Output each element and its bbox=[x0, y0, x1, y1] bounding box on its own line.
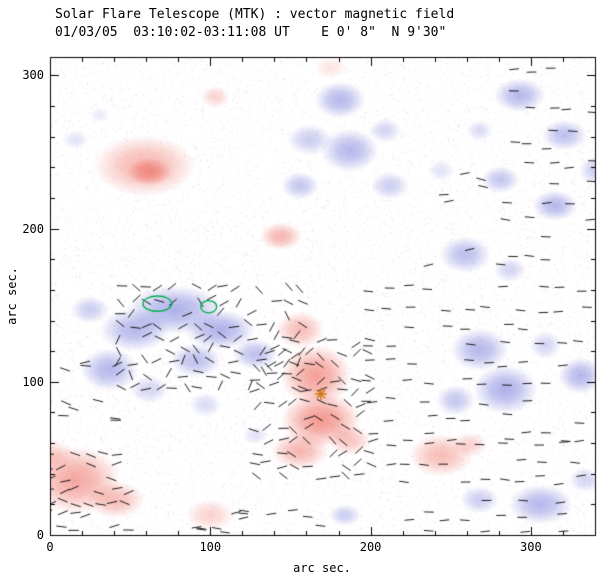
y-tick-label: 300 bbox=[22, 68, 44, 83]
y-axis-label: arc sec. bbox=[5, 267, 19, 325]
x-tick-label: 100 bbox=[199, 540, 222, 554]
y-tick-label: 200 bbox=[22, 221, 44, 236]
chart-title: Solar Flare Telescope (MTK) : vector mag… bbox=[55, 7, 455, 22]
x-axis-label: arc sec. bbox=[293, 561, 351, 575]
y-tick-label: 0 bbox=[36, 528, 44, 542]
x-tick-label: 300 bbox=[520, 540, 542, 554]
y-tick-label: 100 bbox=[22, 374, 44, 389]
x-tick-label: 200 bbox=[359, 540, 382, 554]
x-tick-label: 0 bbox=[46, 540, 54, 554]
chart-subtitle: 01/03/05 03:10:02-03:11:08 UT E 0' 8" N … bbox=[55, 25, 447, 40]
